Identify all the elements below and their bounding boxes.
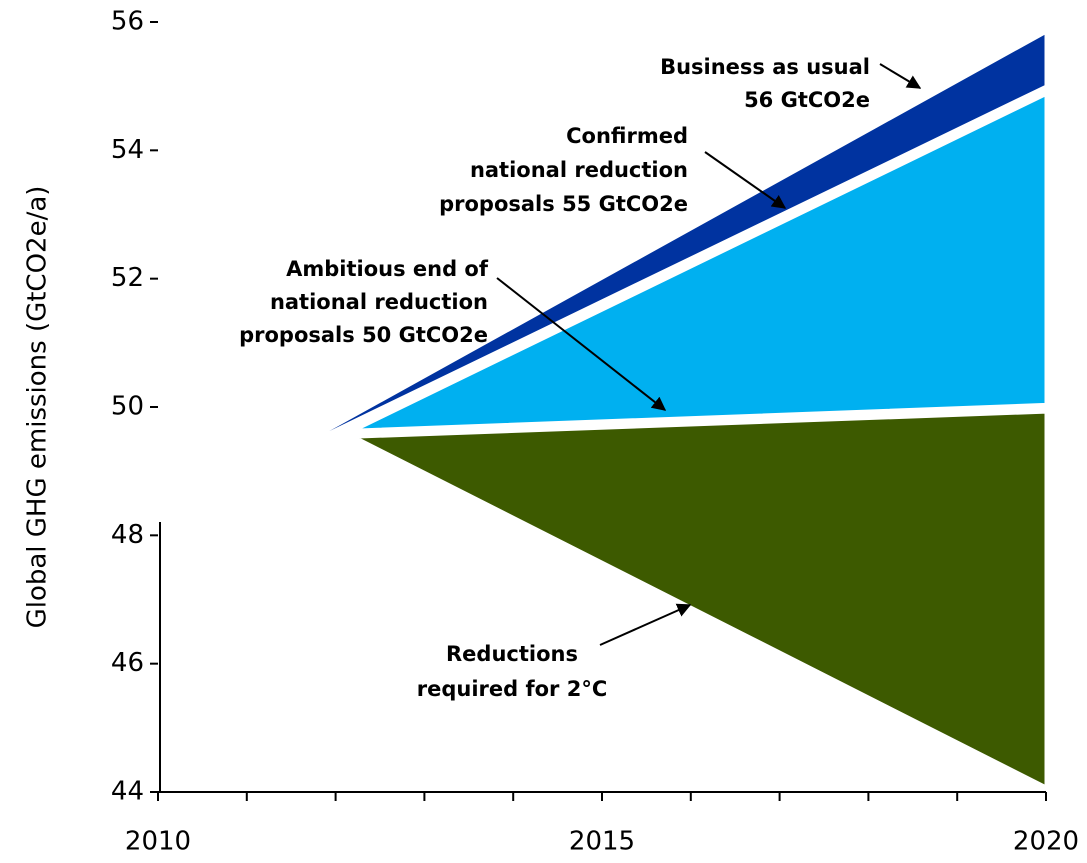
y-tick-label: 44: [111, 777, 144, 807]
arrow: [879, 63, 922, 89]
annotation: 56 GtCO2e: [744, 88, 870, 112]
y-tick-label: 50: [111, 392, 144, 422]
y-tick-label: 54: [111, 135, 144, 165]
annotation: proposals 50 GtCO2e: [239, 323, 488, 347]
annotation: Reductions: [446, 642, 578, 666]
annotation: Confirmed: [566, 124, 688, 148]
y-tick-label: 56: [111, 7, 144, 37]
arrow: [599, 603, 692, 646]
y-tick-label: 48: [111, 520, 144, 550]
area: [353, 410, 1048, 789]
annotation: national reduction: [270, 290, 488, 314]
x-tick-label: 2010: [125, 827, 191, 857]
arrow: [496, 277, 667, 411]
area: [279, 30, 1048, 458]
annotation: Business as usual: [660, 55, 870, 79]
x-tick-label: 2015: [569, 827, 635, 857]
annotation: required for 2°C: [417, 677, 607, 701]
y-tick-label: 52: [111, 263, 144, 293]
x-tick-label: 2020: [1013, 827, 1079, 857]
annotation: Ambitious end of: [286, 257, 489, 281]
arrow: [704, 151, 787, 209]
annotation: national reduction: [470, 158, 688, 182]
area: [353, 93, 1048, 432]
y-axis-label: Global GHG emissions (GtCO2e/a): [23, 186, 53, 629]
annotation: proposals 55 GtCO2e: [439, 192, 688, 216]
y-tick-label: 46: [111, 648, 144, 678]
